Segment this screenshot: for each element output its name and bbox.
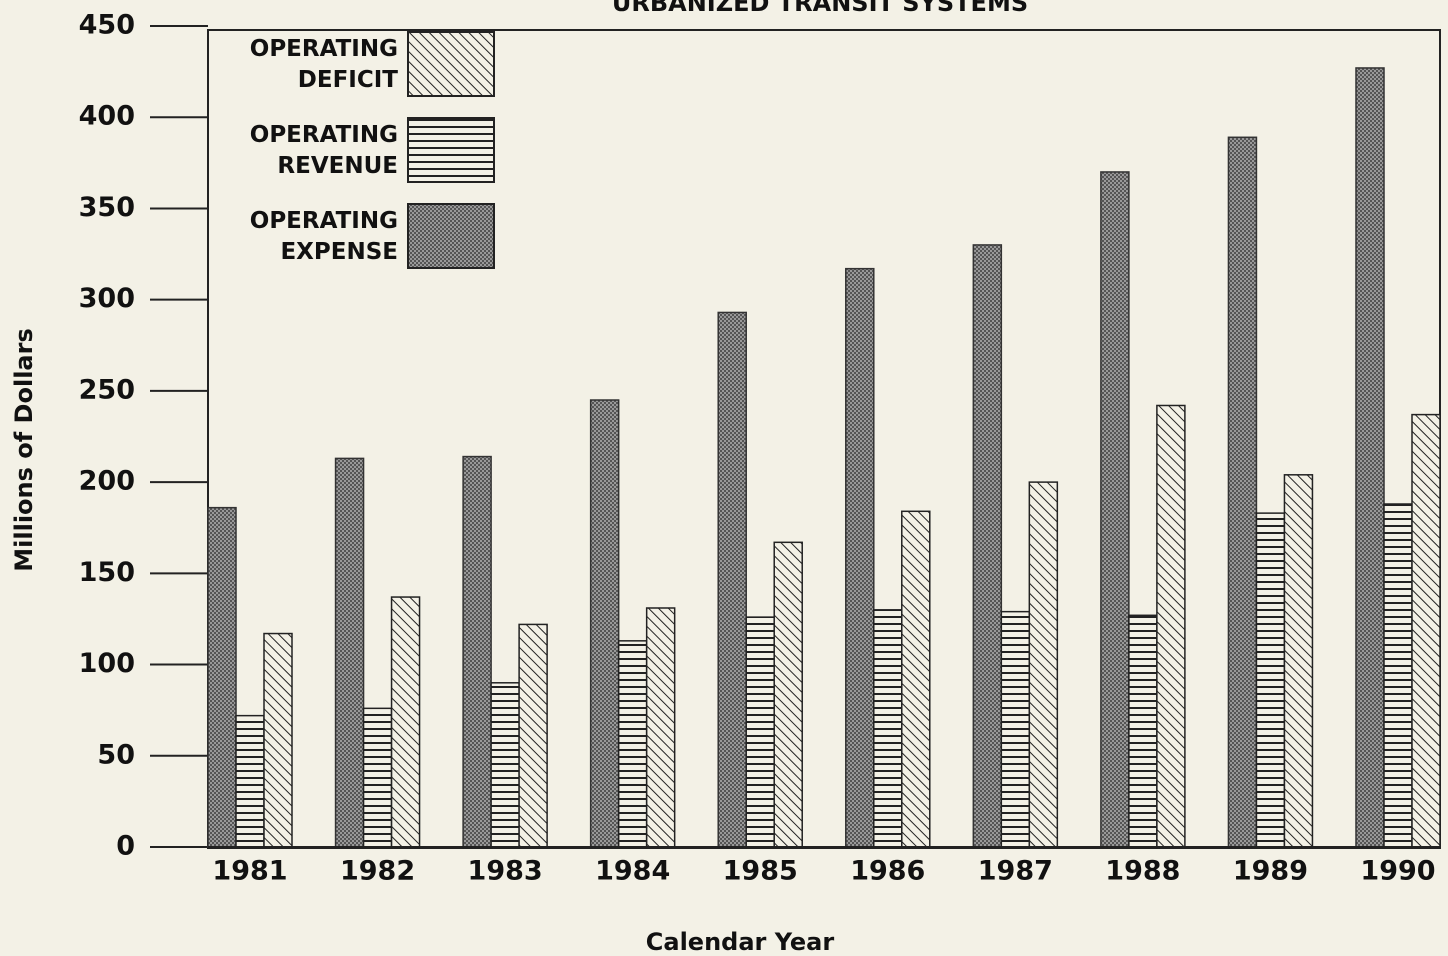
- y-tick-label: 450: [79, 10, 135, 41]
- legend-label: OPERATING EXPENSE: [249, 208, 398, 265]
- bar: [1383, 503, 1413, 848]
- bar: [1283, 474, 1314, 848]
- legend-swatch: [407, 31, 495, 97]
- bar: [617, 640, 648, 848]
- x-axis-label: Calendar Year: [646, 928, 835, 956]
- bar: [1255, 512, 1286, 848]
- x-tick-label: 1990: [1360, 856, 1435, 887]
- bar: [1028, 481, 1059, 848]
- bar: [1156, 404, 1186, 848]
- bar: [645, 607, 676, 848]
- x-tick-label: 1985: [723, 856, 798, 887]
- bar: [845, 267, 875, 848]
- bar: [334, 457, 365, 848]
- y-tick-label: 250: [79, 374, 135, 405]
- y-tick-label: 50: [97, 739, 135, 770]
- y-tick-label: 0: [116, 831, 135, 862]
- legend-entry: OPERATING EXPENSE: [249, 208, 398, 265]
- y-tick-label: 150: [79, 557, 135, 588]
- legend-label: OPERATING DEFICIT: [249, 36, 398, 93]
- bar: [390, 596, 421, 848]
- bar: [1000, 610, 1031, 848]
- y-tick-label: 200: [79, 466, 135, 497]
- bar: [235, 714, 265, 848]
- bar: [873, 609, 903, 848]
- bar: [518, 623, 548, 848]
- y-tick-label: 350: [79, 192, 135, 223]
- x-tick-label: 1987: [978, 856, 1053, 887]
- bar: [745, 616, 775, 848]
- bar: [462, 455, 492, 848]
- bar: [1128, 614, 1158, 848]
- bar: [773, 541, 803, 848]
- chart-title: URBANIZED TRANSIT SYSTEMS: [612, 0, 1028, 17]
- x-tick-label: 1983: [468, 856, 543, 887]
- legend-swatch: [407, 203, 495, 269]
- y-tick-label: 400: [79, 101, 135, 132]
- bar: [207, 506, 237, 848]
- bar: [263, 632, 293, 848]
- x-tick-label: 1982: [340, 856, 415, 887]
- bar: [1227, 136, 1258, 848]
- x-tick-label: 1984: [595, 856, 670, 887]
- bar: [362, 707, 393, 848]
- bar: [1100, 171, 1130, 848]
- y-tick-label: 300: [79, 283, 135, 314]
- bar: [490, 682, 520, 848]
- x-tick-label: 1988: [1105, 856, 1180, 887]
- x-tick-label: 1989: [1233, 856, 1308, 887]
- y-tick-label: 100: [79, 648, 135, 679]
- bar: [1355, 67, 1385, 848]
- bar: [1411, 413, 1441, 848]
- bar: [972, 244, 1003, 848]
- legend-entry: OPERATING DEFICIT: [249, 36, 398, 93]
- bar: [589, 399, 620, 848]
- x-tick-label: 1981: [212, 856, 287, 887]
- legend-swatch: [407, 117, 495, 183]
- y-axis-label: Millions of Dollars: [10, 328, 38, 571]
- x-tick-label: 1986: [850, 856, 925, 887]
- legend-entry: OPERATING REVENUE: [249, 122, 398, 179]
- legend-label: OPERATING REVENUE: [249, 122, 398, 179]
- bar: [901, 510, 931, 848]
- bar: [717, 311, 747, 848]
